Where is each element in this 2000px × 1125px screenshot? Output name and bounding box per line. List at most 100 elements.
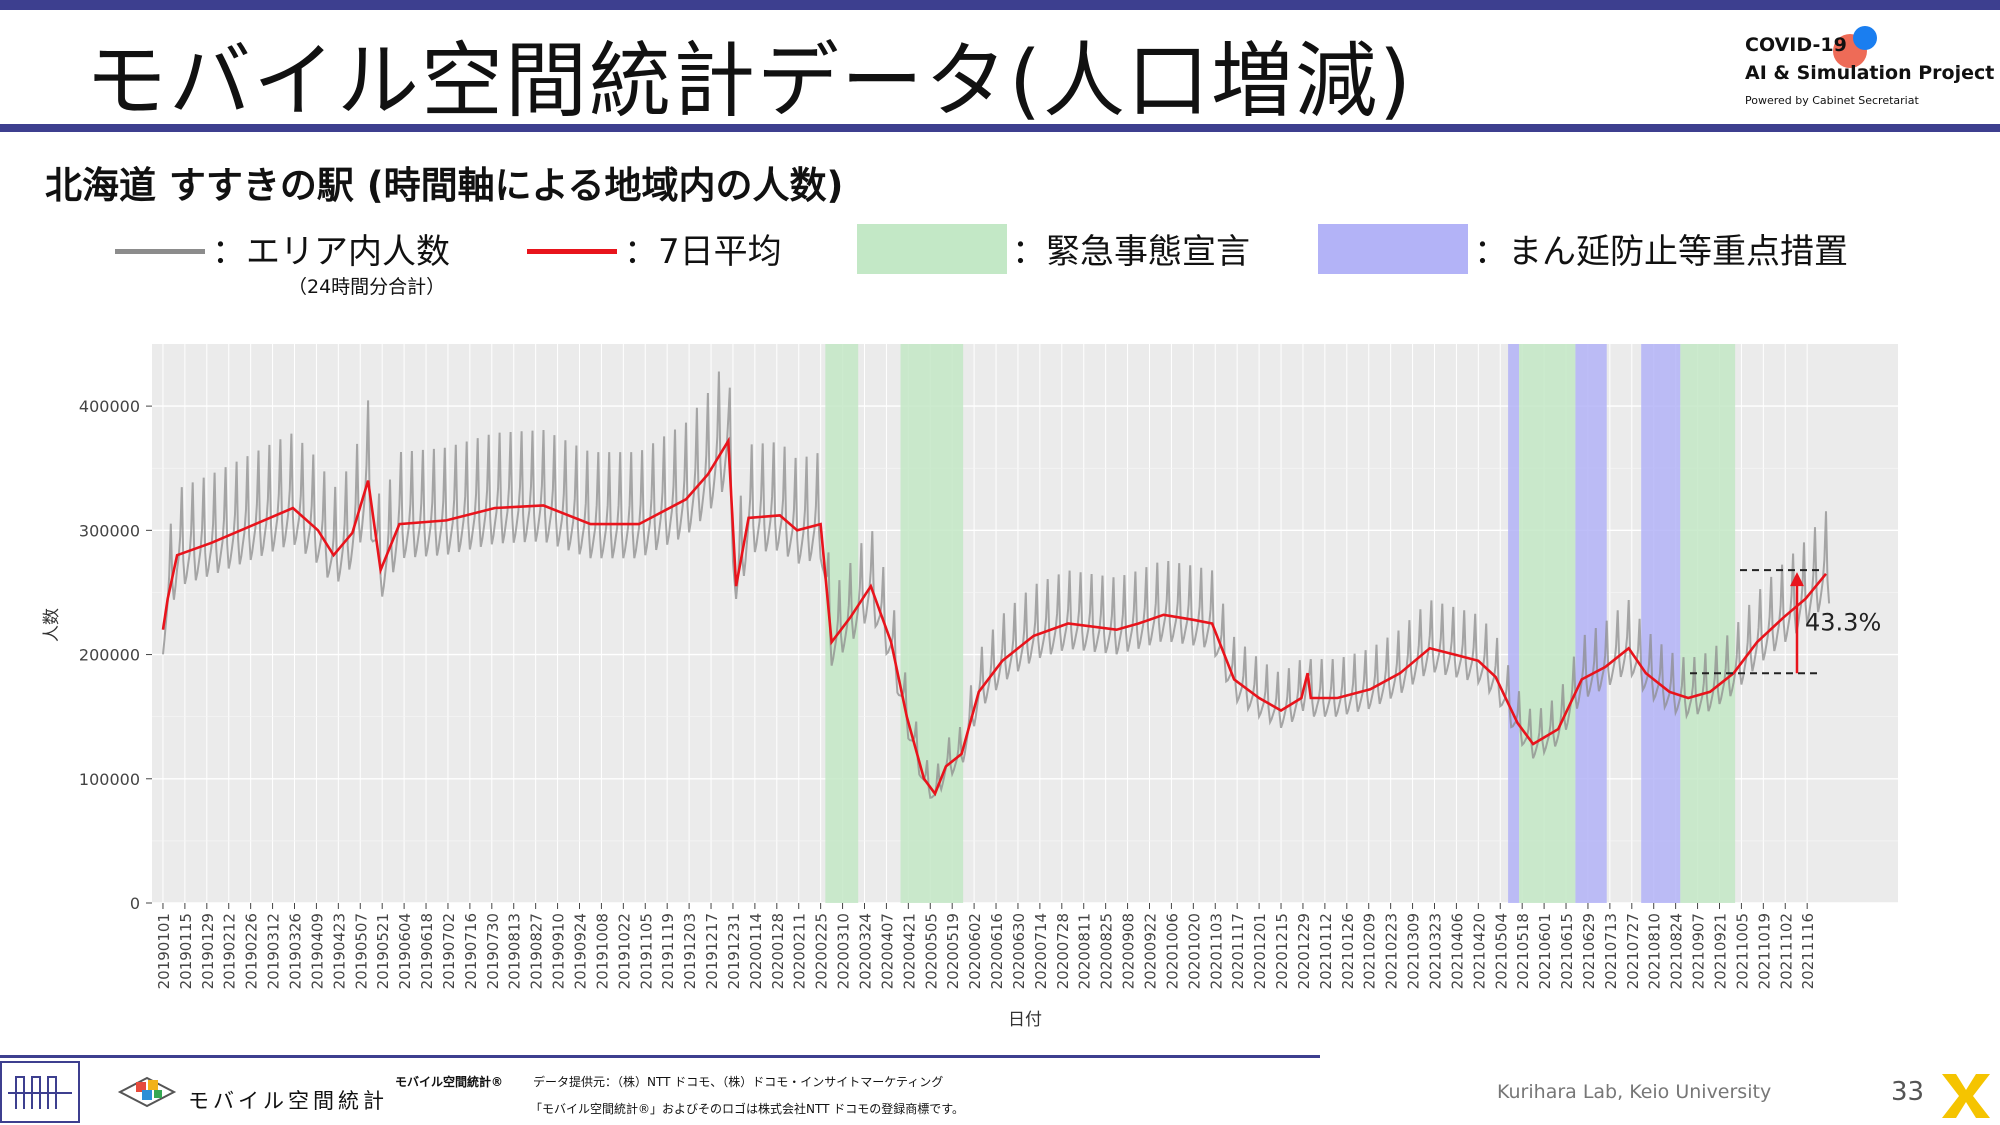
x-tick-label: 20200211: [791, 913, 809, 989]
x-tick-label: 20200505: [922, 913, 940, 989]
x-tick-label: 20191217: [703, 913, 721, 989]
x-tick-label: 20200908: [1120, 913, 1138, 989]
annotation-arrow-head: [1790, 572, 1804, 587]
semi-emergency-period: [1575, 344, 1607, 903]
legend-avg-swatch: [527, 249, 617, 254]
legend-daily-label: ：エリア内人数: [212, 232, 450, 272]
x-tick-label: 20190226: [243, 913, 261, 989]
top-band: [0, 0, 2000, 10]
x-tick-label: 20190507: [352, 913, 370, 989]
seven-day-average-line: [161, 436, 1828, 797]
x-tick-label: 20191105: [637, 913, 655, 989]
x-tick-label: 20210323: [1426, 913, 1444, 989]
x-tick-label: 20210126: [1339, 913, 1357, 989]
x-tick-label: 20210713: [1602, 913, 1620, 989]
x-tick-label: 20190604: [396, 913, 414, 989]
annotation-label: 43.3%: [1805, 609, 1881, 637]
y-tick-label: 300000: [79, 521, 140, 540]
x-tick-label: 20210601: [1536, 913, 1554, 989]
emergency-period: [900, 344, 964, 903]
x-tick-label: 20210504: [1492, 913, 1510, 989]
y-tick-label: 200000: [79, 646, 140, 665]
x-tick-label: 20210209: [1361, 913, 1379, 989]
x-tick-label: 20210629: [1580, 913, 1598, 989]
x-tick-label: 20190924: [571, 913, 589, 989]
title-underline: [0, 124, 2000, 132]
x-axis-label: 日付: [1008, 1010, 1042, 1030]
y-axis-label: 人数: [42, 608, 62, 642]
x-tick-label: 20190423: [330, 913, 348, 989]
x-tick-label: 20200421: [900, 913, 918, 989]
x-tick-label: 20190716: [462, 913, 480, 989]
x-tick-label: 20210810: [1646, 913, 1664, 989]
x-tick-label: 20200407: [878, 913, 896, 989]
x-tick-label: 20191022: [615, 913, 633, 989]
x-tick-label: 20190115: [177, 913, 195, 989]
page-title: モバイル空間統計データ(人口増減): [85, 34, 1413, 129]
x-tick-label: 20191119: [659, 913, 677, 989]
x-tick-label: 20210223: [1383, 913, 1401, 989]
x-tick-label: 20210309: [1405, 913, 1423, 989]
emergency-period: [1680, 344, 1736, 903]
x-tick-label: 20200310: [835, 913, 853, 989]
x-tick-label: 20201006: [1163, 913, 1181, 989]
x-tick-label: 20200714: [1032, 913, 1050, 989]
x-tick-label: 20190827: [528, 913, 546, 989]
logo-line3: Powered by Cabinet Secretariat: [1745, 94, 1919, 107]
x-tick-label: 20190326: [286, 913, 304, 989]
x-tick-label: 20201103: [1207, 913, 1225, 989]
ai-logo-icon: [8, 1076, 72, 1109]
semi-emergency-period: [1508, 344, 1520, 903]
footer-brand: モバイル空間統計: [188, 1089, 388, 1113]
x-tick-label: 20191203: [681, 913, 699, 989]
logo-line2: AI & Simulation Project: [1745, 62, 1995, 84]
x-tick-label: 20190813: [506, 913, 524, 989]
x-tick-label: 20210907: [1690, 913, 1708, 989]
footer-lab: Kurihara Lab, Keio University: [1497, 1081, 1772, 1103]
x-tick-label: 20191008: [593, 913, 611, 989]
x-tick-label: 20201229: [1295, 913, 1313, 989]
logo-blue-dot: [1853, 26, 1877, 50]
x-tick-label: 20201201: [1251, 913, 1269, 989]
x-tick-label: 20201020: [1185, 913, 1203, 989]
legend-emergency-swatch: [857, 224, 1007, 274]
x-tick-label: 20190101: [155, 913, 173, 989]
footer-line: [0, 1055, 1320, 1058]
x-tick-label: 20200922: [1141, 913, 1159, 989]
x-tick-label: 20201215: [1273, 913, 1291, 989]
x-tick-label: 20211005: [1733, 913, 1751, 989]
mobile-stats-cube-icon: [117, 1076, 177, 1108]
footer-trademark: 「モバイル空間統計®」およびそのロゴは株式会社NTT ドコモの登録商標です。: [530, 1102, 965, 1116]
project-logo: COVID-19 AI & Simulation Project Powered…: [1745, 24, 1994, 114]
x-tick-label: 20190702: [440, 913, 458, 989]
footer-provider: データ提供元：（株）NTT ドコモ、（株）ドコモ・インサイトマーケティング: [533, 1075, 944, 1089]
legend-semi-swatch: [1318, 224, 1468, 274]
x-tick-label: 20190129: [199, 913, 217, 989]
logo-line1: COVID-19: [1745, 34, 1847, 56]
x-tick-label: 20210727: [1624, 913, 1642, 989]
legend-semi-label: ：まん延防止等重点措置: [1474, 232, 1848, 272]
x-tick-label: 20191231: [725, 913, 743, 989]
x-tick-label: 20200225: [813, 913, 831, 989]
daily-population-line: [162, 371, 1831, 799]
x-tick-label: 20200114: [747, 913, 765, 989]
y-tick-label: 100000: [79, 770, 140, 789]
x-tick-label: 20210420: [1470, 913, 1488, 989]
x-tick-label: 20210921: [1711, 913, 1729, 989]
x-tick-label: 20210406: [1448, 913, 1466, 989]
x-tick-label: 20210615: [1558, 913, 1576, 989]
semi-emergency-period: [1641, 344, 1681, 903]
x-tick-label: 20211019: [1755, 913, 1773, 989]
x-tick-label: 20200602: [966, 913, 984, 989]
legend-daily-swatch: [115, 249, 205, 254]
x-tick-label: 20211116: [1799, 913, 1817, 989]
x-tick-label: 20210824: [1668, 913, 1686, 989]
x-tick-label: 20190212: [221, 913, 239, 989]
x-tick-label: 20201117: [1229, 913, 1247, 989]
x-tick-label: 20211102: [1777, 913, 1795, 989]
x-tick-label: 20200324: [856, 913, 874, 989]
chart-subtitle: 北海道 すすきの駅 (時間軸による地域内の人数): [45, 164, 844, 207]
legend-daily-note: （24時間分合計）: [288, 276, 446, 298]
x-tick-label: 20190409: [308, 913, 326, 989]
